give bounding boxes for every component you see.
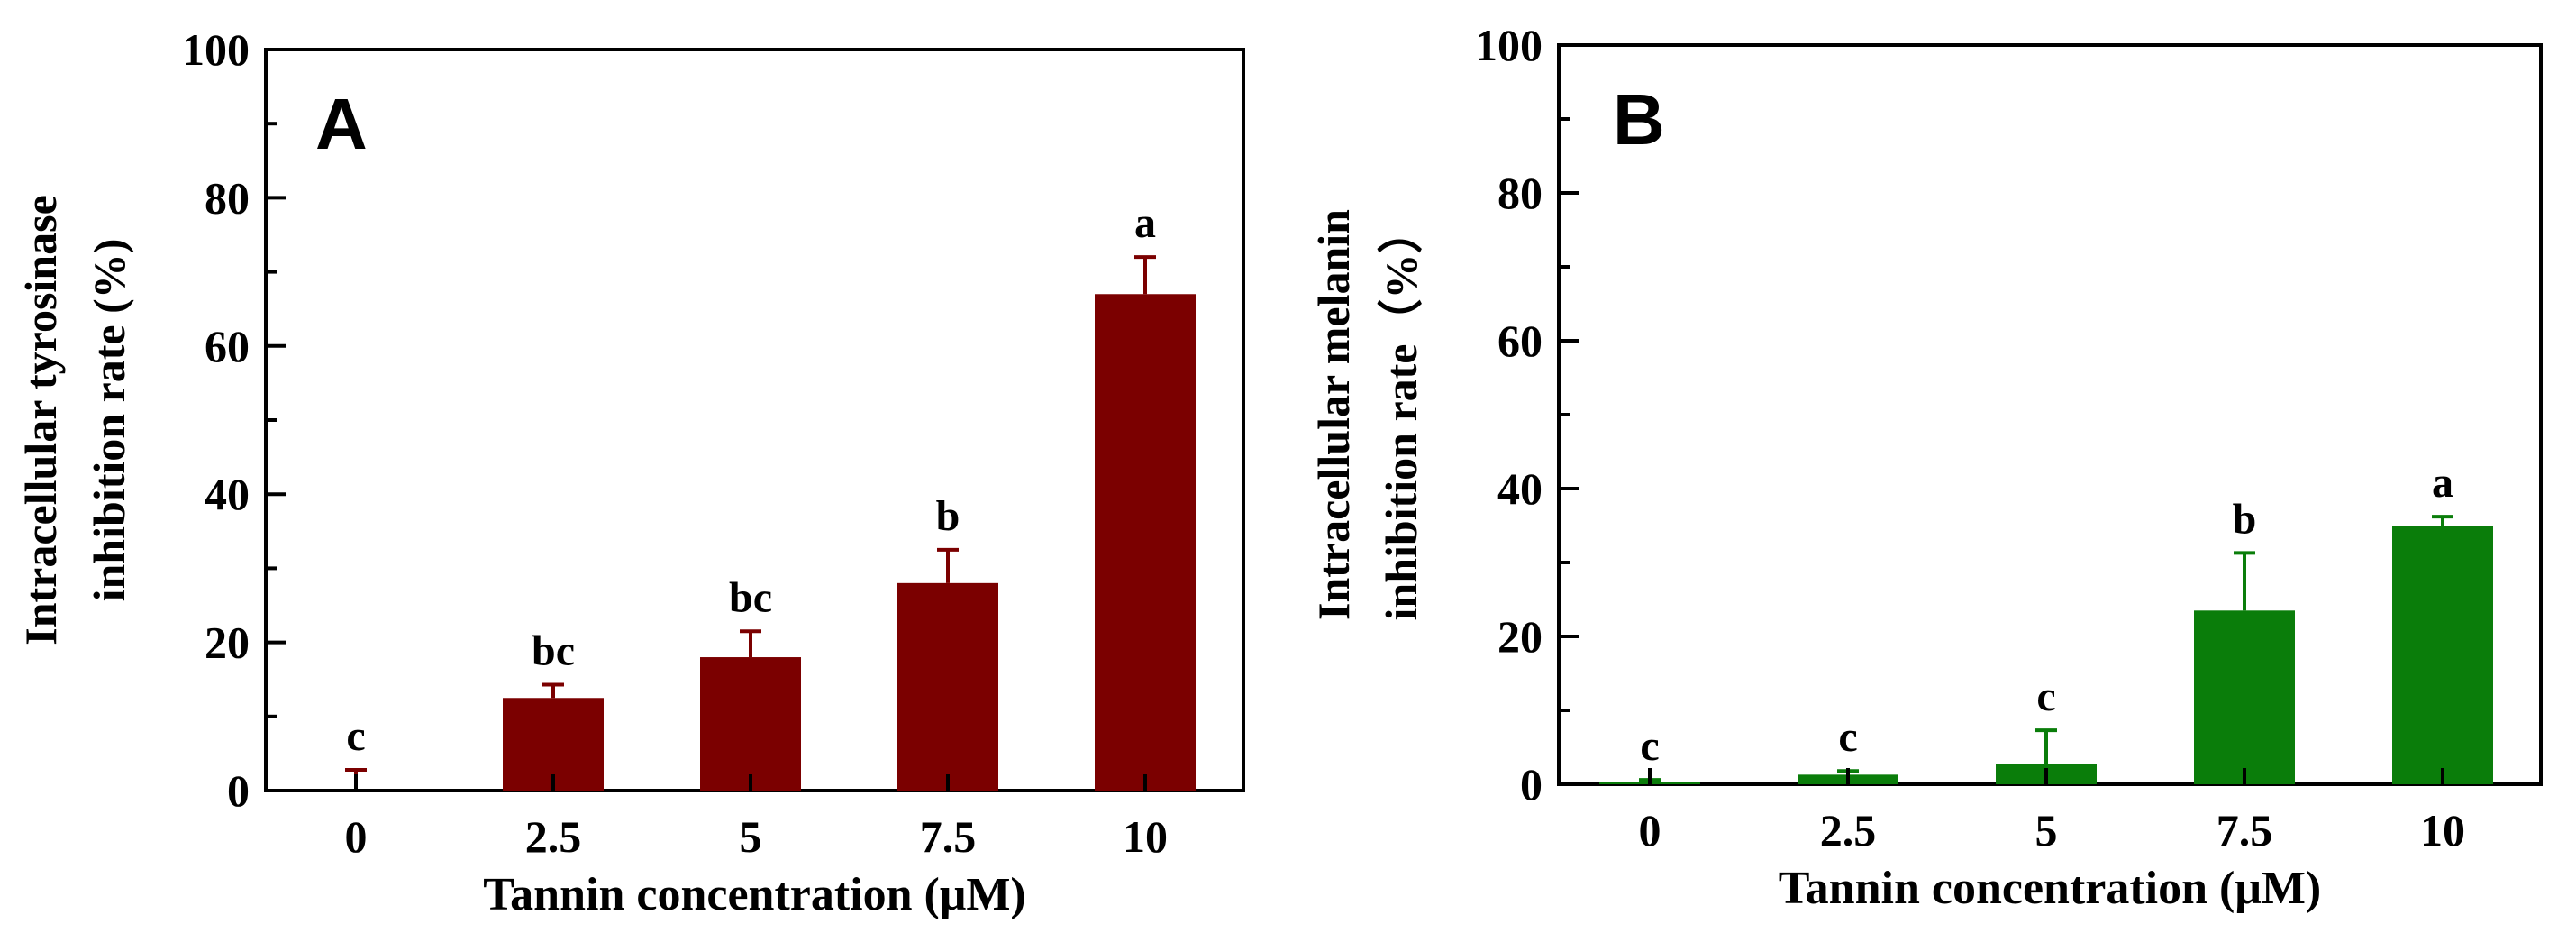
bar [700,657,801,791]
y-tick-label: 100 [182,24,250,75]
y-tick-label: 0 [1520,759,1543,810]
bar [2194,610,2295,784]
x-tick-label: 7.5 [920,811,977,862]
y-tick-label: 40 [1497,463,1543,514]
x-tick-label: 0 [1639,805,1661,855]
y-tick-label: 40 [205,469,250,519]
x-axis-label: Tannin concentration (μM) [483,869,1025,920]
significance-label: c [2036,672,2055,720]
x-tick-label: 5 [740,811,762,862]
x-tick-label: 7.5 [2216,805,2273,855]
significance-label: b [2233,495,2257,543]
significance-label: a [1134,199,1156,247]
significance-label: b [936,492,960,540]
y-axis-label-line: Intracellular melanin [1308,209,1359,620]
y-axis-label-line: inhibition rate（%） [1376,209,1426,621]
panel-label: B [1613,79,1665,160]
significance-label: bc [729,573,772,621]
significance-label: c [346,712,365,760]
significance-label: bc [532,627,575,674]
x-tick-label: 10 [2420,805,2465,855]
bar [1095,294,1196,791]
x-tick-label: 10 [1123,811,1168,862]
y-tick-label: 80 [1497,168,1543,218]
x-tick-label: 5 [2035,805,2058,855]
y-tick-label: 60 [1497,316,1543,366]
y-tick-label: 60 [205,321,250,371]
x-tick-label: 2.5 [1820,805,1877,855]
chart-panel-a: 0 20 40 60 80 100 c 0 bc 2.5 bc 5 b 7.5 a 10 Tannin conc… [15,24,1245,920]
x-tick-label: 0 [345,811,368,862]
chart-panel-b: 0 20 40 60 80 100 c 0 c 2.5 c 5 b 7.5 a 10 Tannin concen… [1308,20,2543,914]
x-axis-label: Tannin concentration (μM) [1779,863,2321,914]
y-tick-label: 20 [205,617,250,668]
y-axis-label-line: Intracellular tyrosinase [15,195,66,645]
x-tick-label: 2.5 [525,811,582,862]
bar [897,582,998,791]
significance-label: a [2432,459,2453,507]
panel-label: A [315,84,368,164]
y-tick-label: 0 [227,765,250,816]
y-tick-label: 100 [1475,20,1543,70]
bar [2392,526,2493,784]
y-tick-label: 20 [1497,611,1543,662]
significance-label: c [1640,722,1659,770]
y-axis-label-line: inhibition rate (%) [84,239,134,602]
significance-label: c [1838,713,1857,761]
y-tick-label: 80 [205,172,250,223]
